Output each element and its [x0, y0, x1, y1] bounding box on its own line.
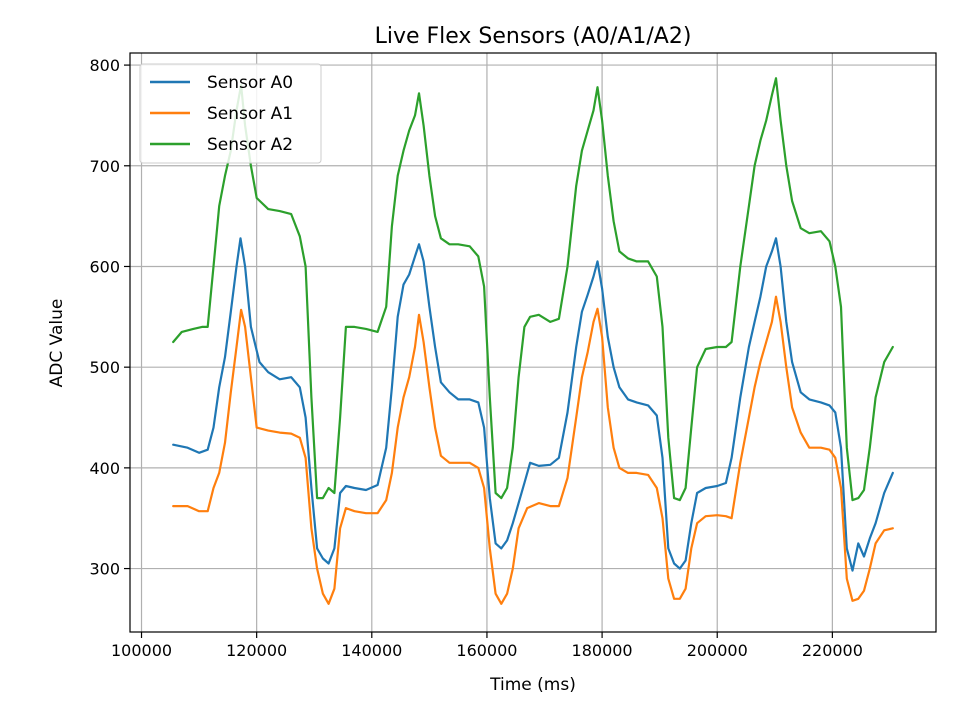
sensor-a2-line [172, 77, 894, 502]
x-tick-label: 220000 [802, 641, 863, 660]
x-tick-label: 200000 [687, 641, 748, 660]
sensor-a1-line [172, 295, 894, 605]
x-axis-ticks: 100000 120000 140000 160000 180000 200000 2200… [111, 632, 863, 660]
legend-label-sensor-a0: Sensor A0 [207, 73, 293, 93]
x-tick-label: 100000 [111, 641, 172, 660]
y-tick-label: 400 [89, 459, 120, 478]
x-tick-label: 120000 [226, 641, 287, 660]
y-tick-label: 500 [89, 358, 120, 377]
legend-label-sensor-a2: Sensor A2 [207, 135, 293, 155]
sensor-a0-line [172, 237, 894, 572]
y-tick-label: 300 [89, 560, 120, 579]
legend-box [139, 63, 322, 164]
plot-frame [129, 52, 937, 633]
y-tick-label: 600 [89, 257, 120, 276]
x-tick-label: 180000 [572, 641, 633, 660]
x-tick-label: 140000 [341, 641, 402, 660]
chart-title: Live Flex Sensors (A0/A1/A2) [375, 24, 692, 49]
legend: Sensor A0 Sensor A1 Sensor A2 [139, 63, 322, 164]
y-tick-label: 700 [89, 157, 120, 176]
x-axis-label: Time (ms) [489, 675, 576, 695]
x-tick-label: 160000 [456, 641, 517, 660]
legend-label-sensor-a1: Sensor A1 [207, 104, 293, 124]
y-axis-ticks: 300 400 500 600 700 800 [89, 56, 130, 579]
series-lines [172, 77, 894, 605]
y-axis-label: ADC Value [47, 299, 67, 388]
y-tick-label: 800 [89, 56, 120, 75]
